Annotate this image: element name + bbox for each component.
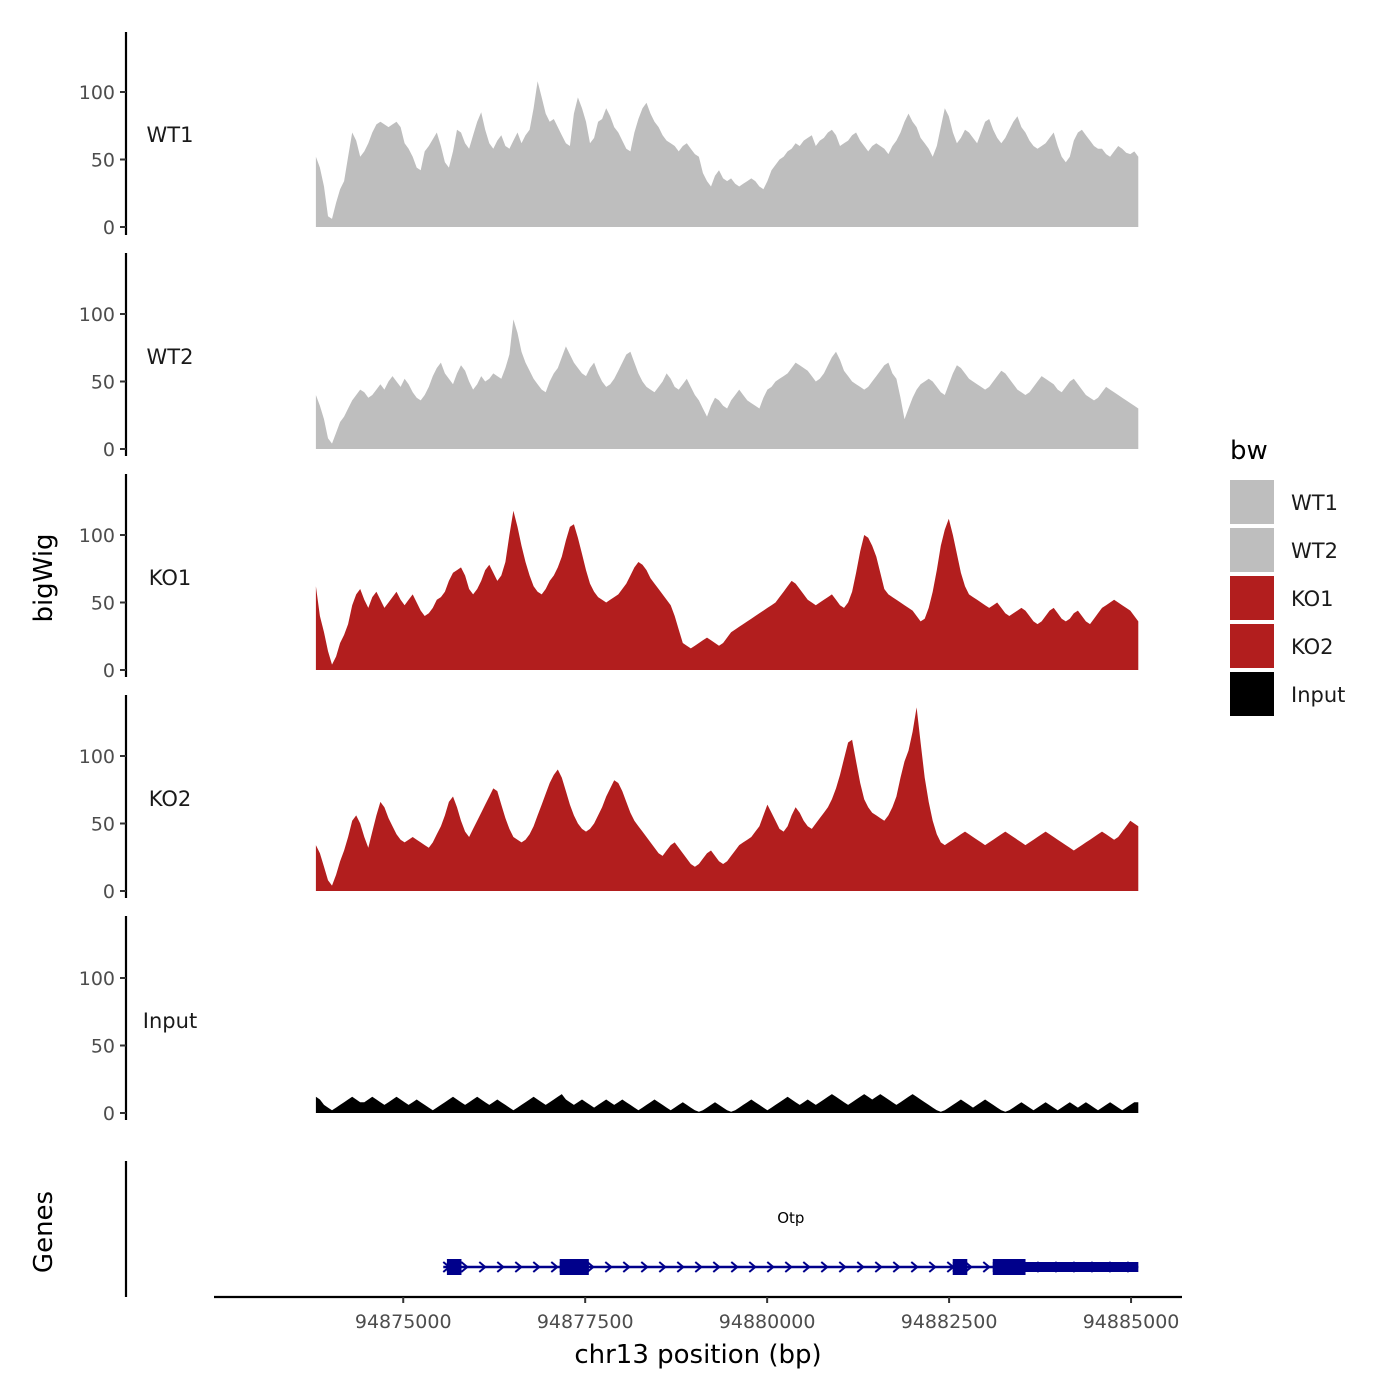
legend-label: WT1 (1291, 491, 1338, 515)
y-tick-label: 100 (79, 304, 115, 326)
y-tick-label: 50 (91, 150, 115, 172)
strand-arrow (982, 1261, 991, 1273)
strand-arrow (748, 1261, 757, 1273)
gene-exon-cds (446, 1259, 462, 1275)
x-tick-label: 94882500 (901, 1311, 998, 1333)
y-axis-title: bigWig (29, 533, 59, 622)
track-label: KO1 (149, 566, 192, 590)
strand-arrow (928, 1261, 937, 1273)
y-tick-label: 100 (79, 82, 115, 104)
legend-swatch (1230, 672, 1274, 716)
strand-arrow (514, 1261, 523, 1273)
track-label: WT1 (147, 123, 194, 147)
legend: bw WT1 WT2 KO1 KO2 Input (1230, 436, 1345, 716)
strand-arrow (802, 1261, 811, 1273)
strand-arrow (784, 1261, 793, 1273)
track-label: KO2 (149, 787, 192, 811)
track-label: WT2 (147, 345, 194, 369)
x-tick-label: 94875000 (355, 1311, 452, 1333)
legend-item-ko1: KO1 (1230, 576, 1334, 620)
y-tick-label: 0 (103, 439, 115, 461)
legend-swatch (1230, 480, 1274, 524)
gene-exon-cds (952, 1259, 968, 1275)
y-tick-label: 0 (103, 881, 115, 903)
y-tick-label: 0 (103, 1103, 115, 1125)
legend-item-wt2: WT2 (1230, 528, 1338, 572)
legend-item-wt1: WT1 (1230, 480, 1338, 524)
strand-arrow (910, 1261, 919, 1273)
y-tick-label: 50 (91, 814, 115, 836)
strand-arrow (712, 1261, 721, 1273)
coverage-area-wt2 (315, 319, 1139, 449)
strand-arrow (892, 1261, 901, 1273)
y-tick-label: 50 (91, 1036, 115, 1058)
coverage-area-wt1 (315, 81, 1139, 227)
legend-swatch (1230, 528, 1274, 572)
strand-arrow (550, 1261, 559, 1273)
legend-item-ko2: KO2 (1230, 624, 1334, 668)
y-tick-label: 0 (103, 217, 115, 239)
legend-item-input: Input (1230, 672, 1345, 716)
x-axis-title: chr13 position (bp) (574, 1340, 821, 1370)
gene-exon-cds (992, 1259, 1026, 1275)
legend-label: WT2 (1291, 539, 1338, 563)
y-tick-label: 50 (91, 593, 115, 615)
y-tick-label: 100 (79, 746, 115, 768)
strand-arrow (694, 1261, 703, 1273)
strand-arrow (604, 1261, 613, 1273)
track-ko1: 0 50 100 KO1 (79, 474, 1139, 682)
x-tick-label: 94880000 (719, 1311, 816, 1333)
legend-swatch (1230, 624, 1274, 668)
y-tick-label: 100 (79, 525, 115, 547)
coverage-area-ko2 (315, 707, 1139, 891)
coverage-area-input (315, 1094, 1139, 1113)
strand-arrow (838, 1261, 847, 1273)
strand-arrow (658, 1261, 667, 1273)
legend-label: KO2 (1291, 635, 1334, 659)
genes-track: Otp (124, 1161, 1139, 1297)
gene-exon-cds (559, 1259, 589, 1275)
strand-arrow (730, 1261, 739, 1273)
coverage-tracks: 0 50 100 WT1 0 50 100 WT2 0 50 100 KO1 0 50 100 KO2 0 50 1… (79, 32, 1139, 1125)
strand-arrow (478, 1261, 487, 1273)
legend-title: bw (1230, 436, 1268, 466)
gene-name-label: Otp (777, 1209, 804, 1227)
y-tick-label: 0 (103, 660, 115, 682)
strand-arrow (676, 1261, 685, 1273)
gene-exon-utr (992, 1262, 1139, 1272)
strand-arrow (820, 1261, 829, 1273)
track-wt2: 0 50 100 WT2 (79, 253, 1139, 461)
strand-arrow (586, 1261, 595, 1273)
strand-arrow (856, 1261, 865, 1273)
strand-arrow (496, 1261, 505, 1273)
track-label: Input (143, 1009, 197, 1033)
strand-arrow (622, 1261, 631, 1273)
genes-axis-title: Genes (29, 1191, 59, 1273)
coverage-area-ko1 (315, 510, 1139, 670)
x-tick-label: 94877500 (537, 1311, 634, 1333)
track-ko2: 0 50 100 KO2 (79, 695, 1139, 903)
legend-label: Input (1291, 683, 1345, 707)
y-tick-label: 50 (91, 372, 115, 394)
x-axis: 94875000 94877500 94880000 94882500 94885000 (214, 1295, 1182, 1333)
track-input: 0 50 100 Input (79, 916, 1139, 1125)
track-wt1: 0 50 100 WT1 (79, 32, 1139, 239)
y-tick-label: 100 (79, 968, 115, 990)
x-tick-label: 94885000 (1083, 1311, 1180, 1333)
legend-label: KO1 (1291, 587, 1334, 611)
strand-arrow (874, 1261, 883, 1273)
gene-otp: Otp (442, 1209, 1139, 1275)
strand-arrow (460, 1261, 469, 1273)
legend-swatch (1230, 576, 1274, 620)
strand-arrow (532, 1261, 541, 1273)
strand-arrow (640, 1261, 649, 1273)
strand-arrow (766, 1261, 775, 1273)
